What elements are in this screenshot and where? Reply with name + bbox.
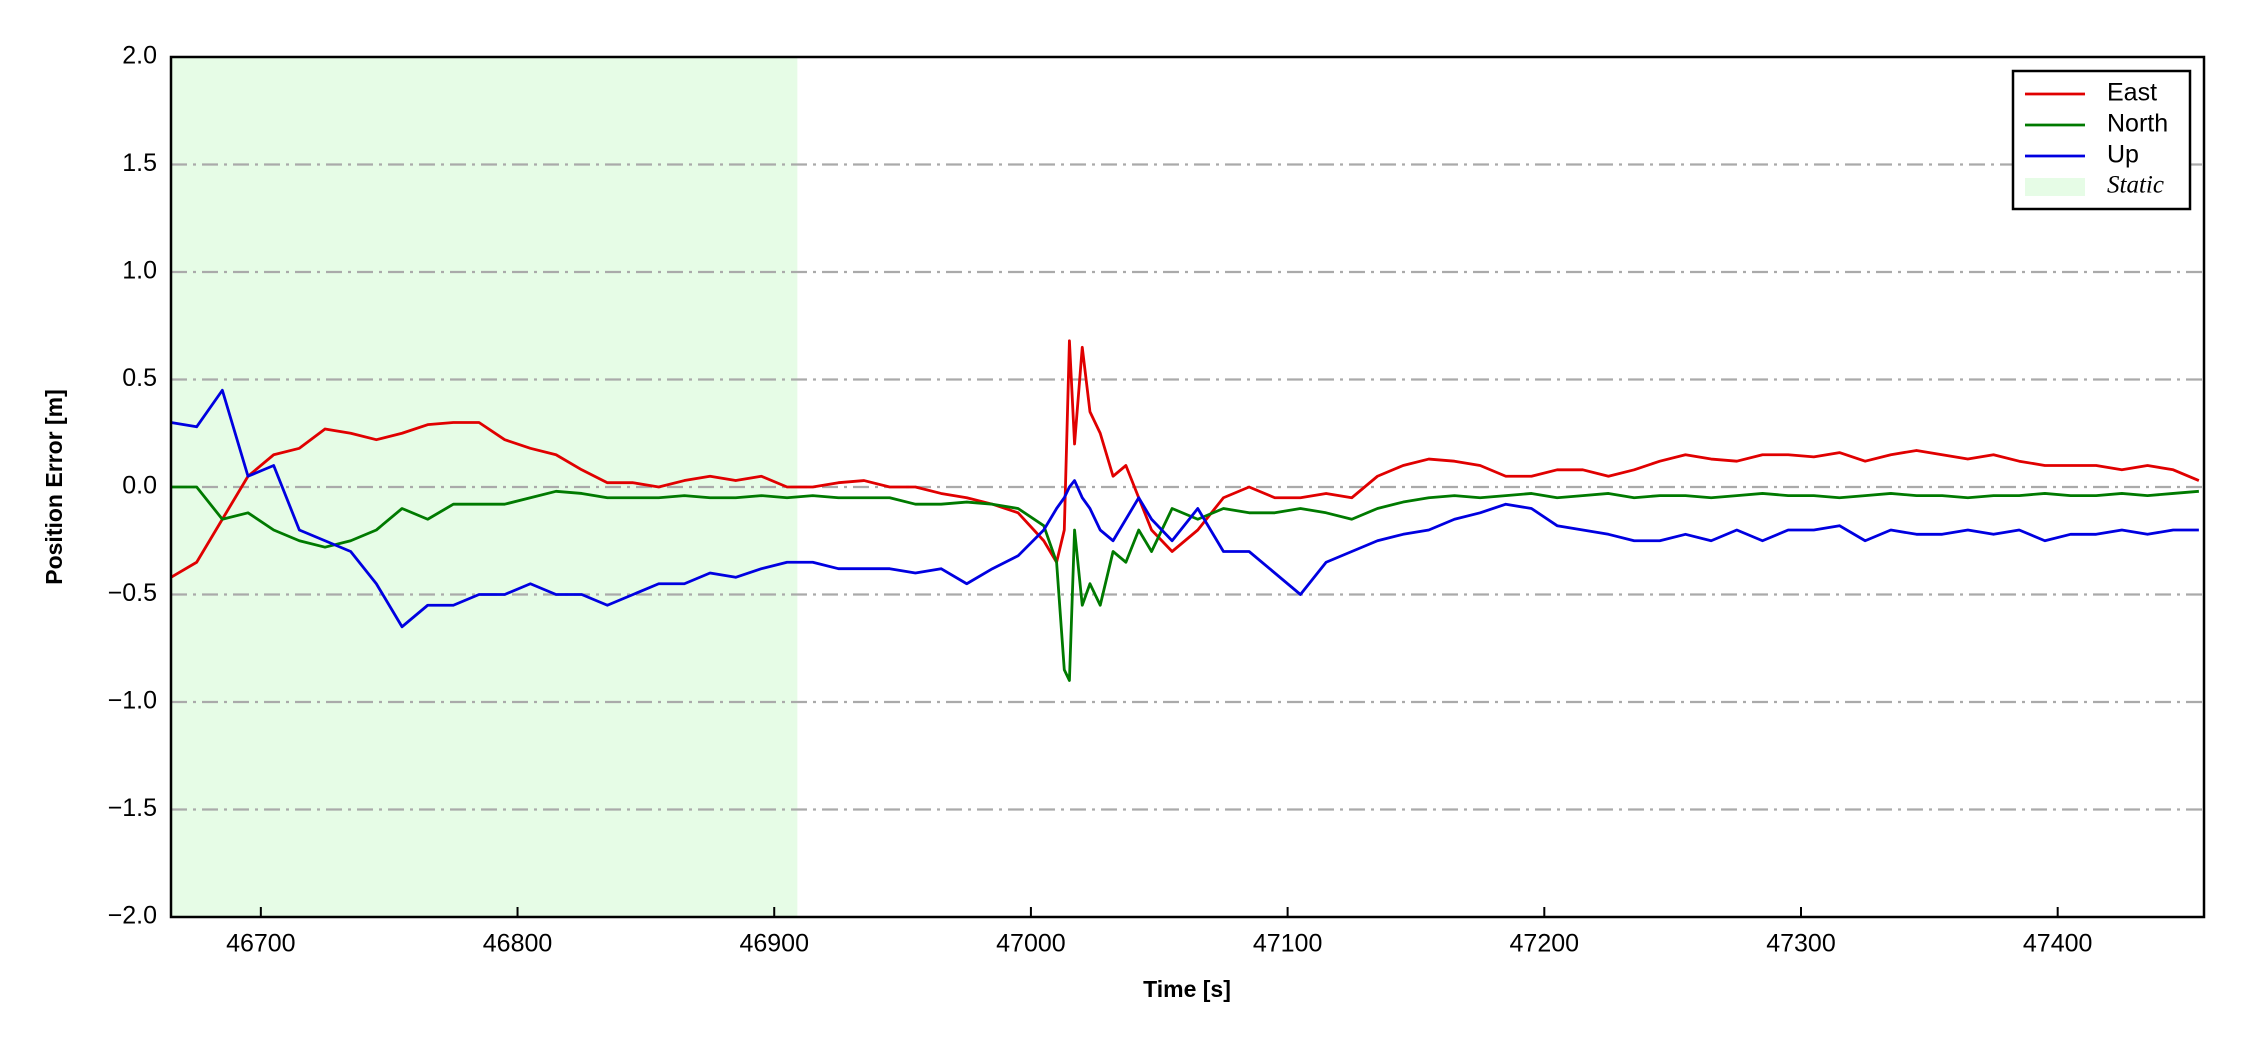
x-tick-label: 47000 bbox=[996, 930, 1066, 958]
legend-label: Static bbox=[2107, 172, 2164, 199]
y-tick-label: 2.0 bbox=[122, 42, 157, 70]
legend-label: East bbox=[2107, 79, 2157, 107]
y-tick-label: 0.0 bbox=[122, 472, 157, 500]
x-tick-label: 46900 bbox=[739, 930, 809, 958]
y-tick-label: −1.5 bbox=[108, 794, 157, 822]
x-tick-label: 47300 bbox=[1766, 930, 1836, 958]
x-tick-label: 47100 bbox=[1253, 930, 1323, 958]
y-tick-label: −1.0 bbox=[108, 687, 157, 715]
legend-swatch bbox=[2025, 178, 2085, 196]
y-tick-label: −2.0 bbox=[108, 902, 157, 930]
y-tick-label: −0.5 bbox=[108, 579, 157, 607]
x-tick-label: 47400 bbox=[2023, 930, 2093, 958]
y-tick-label: 0.5 bbox=[122, 364, 157, 392]
y-tick-label: 1.0 bbox=[122, 257, 157, 285]
y-tick-label: 1.5 bbox=[122, 149, 157, 177]
series-line bbox=[171, 485, 2199, 682]
x-tick-label: 47200 bbox=[1510, 930, 1580, 958]
legend-label: Up bbox=[2107, 141, 2139, 169]
series-line bbox=[170, 339, 2200, 579]
x-axis-label: Time [s] bbox=[1143, 976, 1231, 1002]
legend: East North Up Static bbox=[2011, 69, 2192, 211]
x-tick-label: 46700 bbox=[226, 930, 296, 958]
x-tick-label: 46800 bbox=[483, 930, 553, 958]
y-axis-label: Position Error [m] bbox=[41, 389, 67, 585]
series-line bbox=[170, 388, 2199, 629]
legend-label: North bbox=[2107, 110, 2168, 138]
plot-frame bbox=[169, 55, 2206, 919]
